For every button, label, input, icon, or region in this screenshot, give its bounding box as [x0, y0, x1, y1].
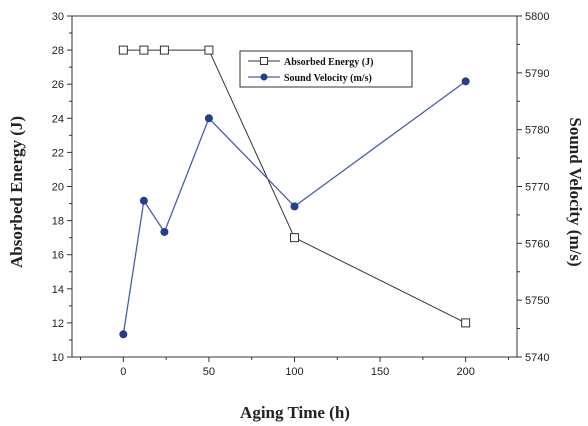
y-axis-left-title: Absorbed Energy (J) — [7, 116, 26, 268]
y-right-tick-label-5780: 5780 — [525, 125, 549, 137]
data-point-sound-velocity-m-s-50 — [204, 114, 213, 123]
legend-marker-absorbed-energy — [260, 57, 268, 65]
y-right-tick-label-5770: 5770 — [525, 182, 549, 194]
y-left-tick-label-20: 20 — [52, 182, 64, 194]
y-right-tick-label-5790: 5790 — [525, 68, 549, 80]
y-left-tick-label-24: 24 — [52, 113, 64, 125]
legend: Absorbed Energy (J) Sound Velocity (m/s) — [239, 50, 413, 88]
y-right-tick-label-5760: 5760 — [525, 238, 549, 250]
y-left-tick-label-10: 10 — [52, 352, 64, 364]
y-axis-right-title: Sound Velocity (m/s) — [566, 117, 585, 266]
y-left-tick-label-28: 28 — [52, 45, 64, 57]
y-right-tick-label-5740: 5740 — [525, 352, 549, 364]
data-point-sound-velocity-m-s-24 — [160, 227, 169, 236]
series-line-sound-velocity-m-s — [122, 80, 467, 335]
x-tick-label-150: 150 — [371, 366, 389, 378]
legend-label-sound-velocity: Sound Velocity (m/s) — [284, 73, 372, 84]
x-tick-label-0: 0 — [120, 366, 126, 378]
data-point-absorbed-energy-j-50 — [204, 45, 214, 55]
data-point-absorbed-energy-j-100 — [290, 233, 299, 243]
y-left-tick-label-16: 16 — [52, 250, 64, 262]
legend-label-absorbed-energy: Absorbed Energy (J) — [284, 57, 373, 68]
data-point-sound-velocity-m-s-12 — [139, 196, 148, 205]
y-left-tick-label-18: 18 — [52, 216, 64, 228]
x-tick-label-200: 200 — [456, 366, 474, 378]
y-left-tick-label-22: 22 — [52, 147, 64, 159]
data-point-absorbed-energy-j-0 — [118, 45, 128, 55]
data-point-sound-velocity-m-s-100 — [290, 202, 299, 211]
y-left-tick-label-14: 14 — [52, 284, 64, 296]
legend-marker-sound-velocity — [260, 73, 268, 81]
y-right-tick-label-5750: 5750 — [525, 295, 549, 307]
data-point-absorbed-energy-j-200 — [461, 318, 471, 328]
series-layer — [118, 45, 471, 339]
y-left-tick-label-26: 26 — [52, 79, 64, 91]
series-line-absorbed-energy-j — [123, 49, 466, 324]
axis-ticks: 0 50 100 150 200 10 12 14 16 18 20 22 24 26 28 30 5740 57… — [52, 11, 550, 378]
x-axis-title: Aging Time (h) — [240, 403, 350, 422]
legend-box — [239, 50, 413, 88]
y-right-tick-label-5800: 5800 — [525, 11, 549, 23]
data-point-sound-velocity-m-s-0 — [119, 330, 128, 339]
x-tick-label-50: 50 — [203, 366, 215, 378]
data-point-absorbed-energy-j-12 — [139, 45, 149, 55]
y-left-tick-label-12: 12 — [52, 318, 64, 330]
y-left-tick-label-30: 30 — [52, 11, 64, 23]
x-tick-label-100: 100 — [285, 366, 303, 378]
data-point-sound-velocity-m-s-200 — [461, 77, 470, 86]
data-point-absorbed-energy-j-24 — [159, 45, 169, 55]
